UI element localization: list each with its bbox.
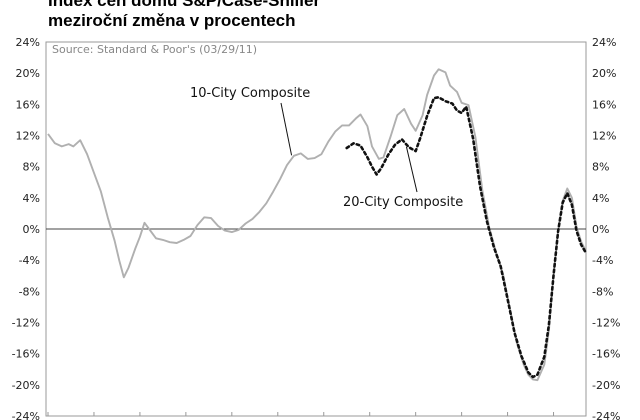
source-note: Source: Standard & Poor's (03/29/11) xyxy=(52,43,257,56)
y-tick-label-right: -4% xyxy=(592,254,613,267)
y-tick-label-left: -20% xyxy=(12,379,40,392)
chart-title-line2: meziroční změna v procentech xyxy=(48,11,296,30)
y-tick-label-right: -24% xyxy=(592,410,620,420)
y-tick-label-left: -12% xyxy=(12,317,40,330)
y-tick-label-right: -8% xyxy=(592,285,613,298)
y-tick-label-left: 20% xyxy=(16,67,40,80)
y-tick-label-left: 24% xyxy=(16,36,40,49)
y-tick-label-right: -12% xyxy=(592,317,620,330)
y-tick-label-right: 8% xyxy=(592,161,609,174)
y-tick-label-right: -16% xyxy=(592,348,620,361)
y-tick-label-right: 4% xyxy=(592,192,609,205)
series-lines xyxy=(47,68,587,382)
annotation-20-city: 20-City Composite xyxy=(343,195,463,210)
annotation-10-city-leader xyxy=(280,102,293,156)
y-tick-label-left: 16% xyxy=(16,98,40,111)
y-tick-label-left: 8% xyxy=(23,161,40,174)
y-tick-label-right: 24% xyxy=(592,36,616,49)
y-tick-label-left: -4% xyxy=(19,254,40,267)
y-tick-label-right: 12% xyxy=(592,130,616,143)
series-10-city-line xyxy=(47,68,587,382)
y-tick-label-left: 0% xyxy=(23,223,40,236)
y-tick-label-left: -8% xyxy=(19,285,40,298)
y-tick-label-right: 16% xyxy=(592,98,616,111)
annotations: 10-City Composite 20-City Composite xyxy=(190,86,463,210)
y-tick-label-left: -24% xyxy=(12,410,40,420)
y-tick-label-left: 4% xyxy=(23,192,40,205)
axis-ticks: -24% -24% -20% -20% -16% -16% -12% -12% -8% -8% -4… xyxy=(12,36,621,420)
y-tick-label-left: -16% xyxy=(12,348,40,361)
annotation-10-city: 10-City Composite xyxy=(190,86,310,101)
chart-title-line1: Index cen domů S&P/Case-Shiller xyxy=(48,0,321,10)
y-tick-label-right: 20% xyxy=(592,67,616,80)
y-tick-label-right: -20% xyxy=(592,379,620,392)
annotation-20-city-leader xyxy=(405,146,418,193)
y-tick-label-left: 12% xyxy=(16,130,40,143)
y-tick-label-right: 0% xyxy=(592,223,609,236)
series-20-city-line xyxy=(345,96,587,379)
